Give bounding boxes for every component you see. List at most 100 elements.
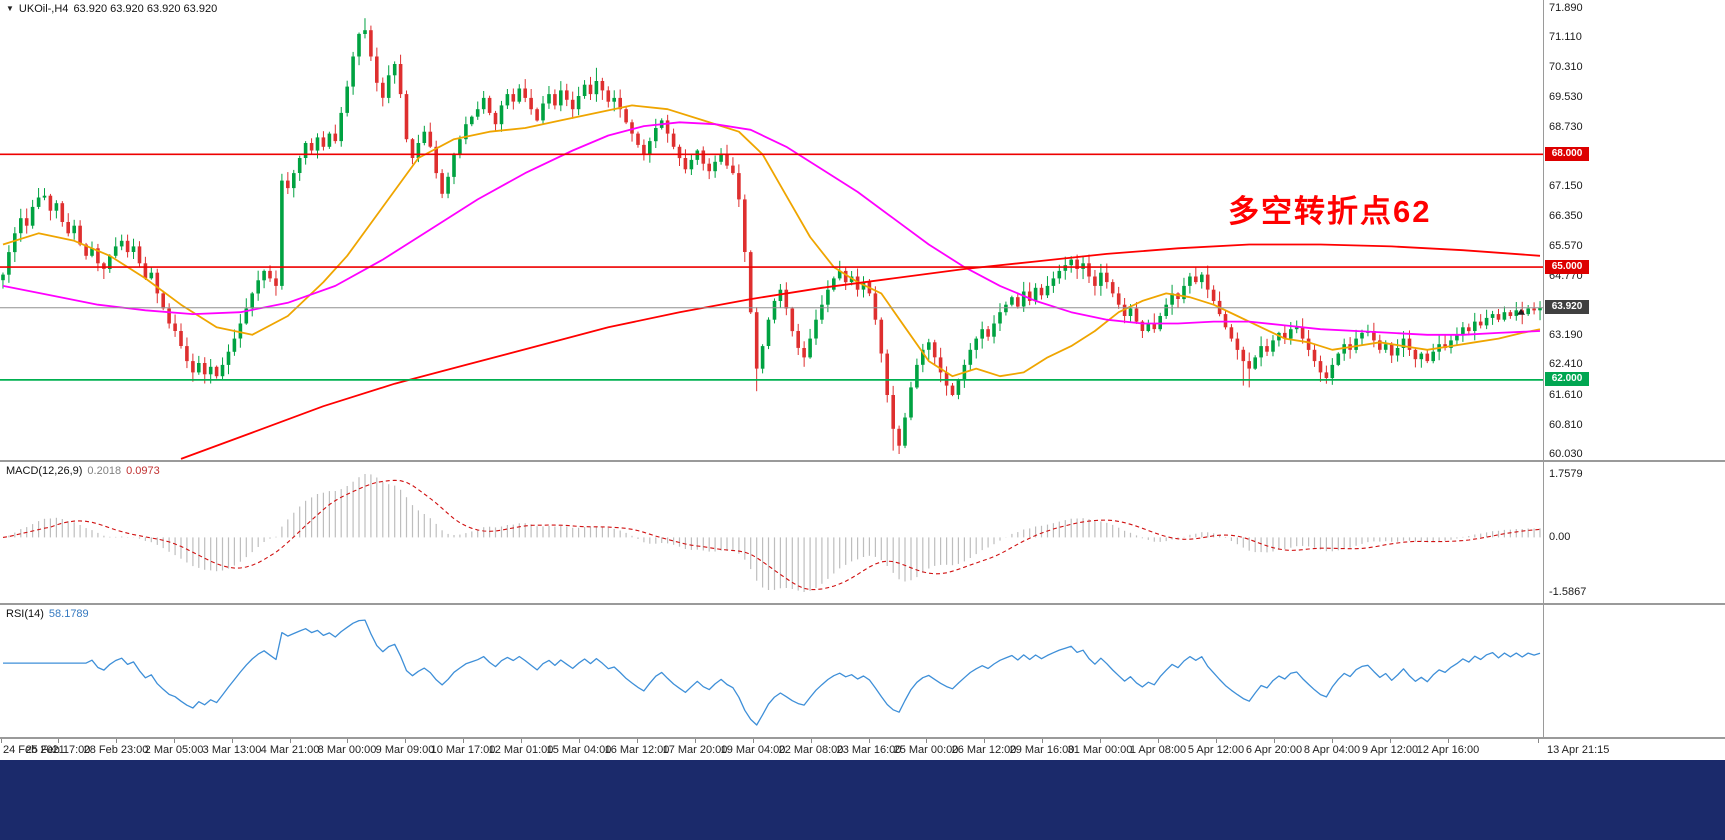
time-axis-label: 4 Mar 21:00 (260, 744, 320, 756)
candle-body (843, 270, 848, 283)
candle-body (837, 270, 842, 279)
candle-body (1146, 323, 1151, 331)
candle-body (1241, 349, 1246, 362)
price-chart-panel[interactable]: ▼ UKOil-,H4 63.920 63.920 63.920 63.920 多空… (0, 0, 1543, 460)
time-axis[interactable]: 24 Feb 2021 25 Feb 17:00 28 Feb 23:00 2 Mar… (0, 739, 1725, 760)
price-tick-label: 67.150 (1549, 180, 1583, 192)
macd-main-value: 0.2018 (87, 465, 122, 477)
candle-body (102, 263, 106, 269)
candle-body (1069, 259, 1073, 266)
candle-body (185, 346, 189, 362)
price-chart-canvas[interactable] (0, 0, 1543, 460)
macd-panel[interactable]: MACD(12,26,9) 0.2018 0.0973 (0, 462, 1543, 603)
candle-body (927, 342, 931, 350)
chart-dropdown-icon[interactable]: ▼ (6, 4, 14, 13)
candle-body (256, 280, 260, 294)
candle-body (713, 161, 717, 172)
time-axis-tick (290, 739, 291, 743)
candle-body (24, 218, 29, 226)
candle-body (1152, 323, 1157, 330)
candle-body (529, 97, 533, 110)
candle-body (297, 158, 302, 173)
candle-body (434, 146, 438, 174)
ohlc-values-label: 63.920 63.920 63.920 63.920 (73, 3, 218, 15)
panel-separator-main-macd[interactable] (0, 460, 1725, 462)
time-axis-tick (1042, 739, 1043, 743)
candle-body (1419, 353, 1424, 360)
macd-canvas[interactable] (0, 462, 1543, 603)
candle-body (481, 97, 486, 110)
candle-body (1389, 344, 1394, 356)
rsi-canvas[interactable] (0, 605, 1543, 737)
time-axis-tick (1, 739, 2, 743)
time-axis-label: 8 Apr 04:00 (1303, 744, 1361, 756)
time-axis-label: 10 Mar 17:00 (430, 744, 496, 756)
candle-body (1336, 353, 1341, 365)
candle-body (1253, 357, 1257, 369)
candle-body (1271, 340, 1275, 352)
time-axis-label: 5 Apr 12:00 (1187, 744, 1245, 756)
time-axis-label: 19 Mar 04:00 (720, 744, 786, 756)
candle-body (891, 395, 895, 429)
candle-body (1490, 314, 1495, 318)
candle-body (1461, 327, 1465, 335)
candle-body (398, 64, 403, 95)
candle-body (191, 361, 195, 373)
candle-body (570, 99, 575, 110)
time-axis-label: 28 Feb 23:00 (83, 744, 149, 756)
candle-body (262, 270, 266, 281)
candle-body (422, 131, 427, 143)
candle-body (903, 417, 907, 446)
rsi-label: RSI(14) 58.1789 (6, 608, 94, 620)
candle-body (1235, 338, 1240, 350)
macd-histogram (8, 474, 1541, 592)
price-badge-63.920: 63.920 (1545, 300, 1589, 314)
panel-separator-macd-rsi[interactable] (0, 603, 1725, 605)
candle-body (1324, 372, 1329, 378)
candle-body (36, 197, 41, 207)
candle-body (30, 206, 35, 226)
price-tick-label: 66.350 (1549, 210, 1583, 222)
candle-body (1342, 344, 1346, 354)
candle-body (428, 131, 433, 147)
candle-body (648, 141, 652, 155)
candle-body (66, 222, 70, 234)
candle-body (1283, 332, 1287, 339)
candle-body (96, 248, 100, 264)
candle-body (1502, 312, 1507, 320)
rsi-axis[interactable] (1544, 605, 1725, 737)
price-axis[interactable]: 71.89071.11070.31069.53068.73067.93067.1… (1544, 0, 1725, 460)
panel-separator-rsi-time[interactable] (0, 737, 1725, 739)
price-tick-label: 71.110 (1549, 31, 1582, 43)
time-axis-label: 9 Mar 09:00 (375, 744, 435, 756)
candle-body (677, 146, 682, 159)
candle-body (78, 225, 82, 245)
candle-body (1093, 276, 1097, 286)
candle-body (1514, 310, 1519, 316)
candle-body (1294, 327, 1299, 330)
candle-body (1455, 334, 1459, 341)
time-axis-label: 29 Mar 16:00 (1009, 744, 1075, 756)
macd-axis[interactable]: 1.7579 0.00 -1.5867 (1544, 462, 1725, 603)
candle-body (624, 109, 628, 123)
candle-body (511, 94, 516, 102)
candle-body (1182, 285, 1186, 300)
candle-body (202, 363, 207, 375)
candle-body (956, 379, 961, 395)
time-axis-tick (926, 739, 927, 743)
candle-body (1289, 329, 1293, 339)
candle-body (535, 109, 539, 121)
candle-body (339, 112, 343, 142)
price-badge-62.000: 62.000 (1545, 372, 1589, 386)
candle-body (280, 180, 284, 286)
candle-body (897, 428, 901, 446)
candle-body (7, 252, 11, 275)
candle-body (1170, 293, 1174, 305)
price-tick-label: 61.610 (1549, 389, 1583, 401)
candle-body (808, 338, 812, 358)
rsi-panel[interactable]: RSI(14) 58.1789 (0, 605, 1543, 737)
candle-body (1354, 338, 1358, 350)
candle-body (594, 81, 599, 95)
candle-body (1057, 270, 1062, 279)
axis-separator-line (1543, 0, 1544, 739)
